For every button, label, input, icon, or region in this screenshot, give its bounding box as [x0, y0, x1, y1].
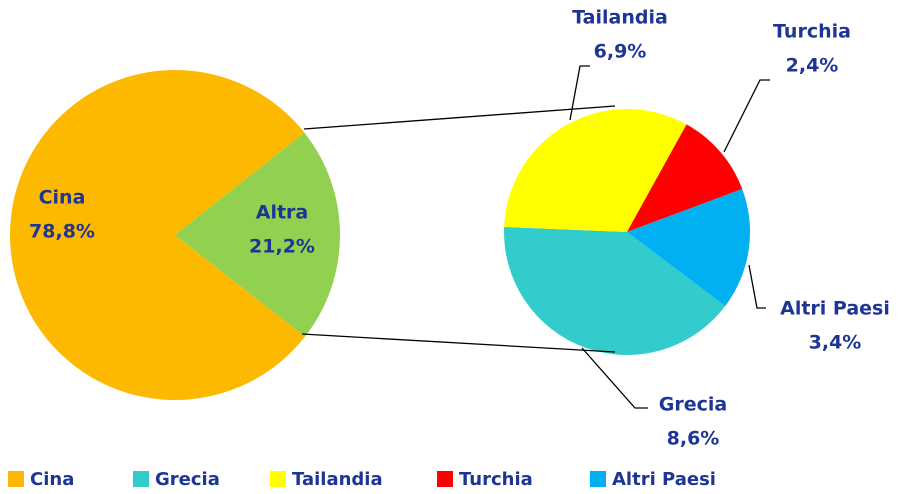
pie-slice: [504, 109, 687, 232]
leader-line: [748, 264, 766, 309]
data-label-name: Tailandia: [572, 7, 668, 29]
data-label-value: 8,6%: [667, 428, 720, 450]
data-label-name: Cina: [39, 187, 86, 209]
data-label-name: Turchia: [773, 21, 851, 43]
legend-label: Altri Paesi: [612, 469, 716, 490]
legend-swatch: [437, 471, 453, 487]
legend-label: Turchia: [459, 469, 533, 490]
slices: [9, 70, 751, 401]
pie-slice: [9, 70, 306, 401]
data-label-name: Altri Paesi: [780, 298, 890, 320]
data-label-value: 2,4%: [786, 55, 839, 77]
leader-line: [569, 65, 590, 121]
data-label-value: 6,9%: [594, 41, 647, 63]
connector-line: [301, 333, 616, 353]
data-label-value: 21,2%: [249, 236, 315, 258]
legend-label: Cina: [30, 469, 74, 490]
legend-label: Tailandia: [292, 469, 383, 490]
pie-slice: [627, 188, 751, 307]
legend-swatch: [133, 471, 149, 487]
pie-slice: [175, 132, 341, 337]
legend-swatch: [8, 471, 24, 487]
data-label-value: 78,8%: [29, 221, 95, 243]
legend-swatch: [590, 471, 606, 487]
pie-slice: [504, 226, 726, 356]
leader-line: [723, 79, 770, 153]
connector-line: [303, 105, 616, 130]
legend-swatch: [270, 471, 286, 487]
data-label-name: Grecia: [659, 394, 727, 416]
pie-slice: [627, 124, 743, 232]
data-label-value: 3,4%: [809, 332, 862, 354]
leader-line: [581, 347, 648, 409]
data-label-name: Altra: [256, 202, 309, 224]
legend-label: Grecia: [155, 469, 220, 490]
